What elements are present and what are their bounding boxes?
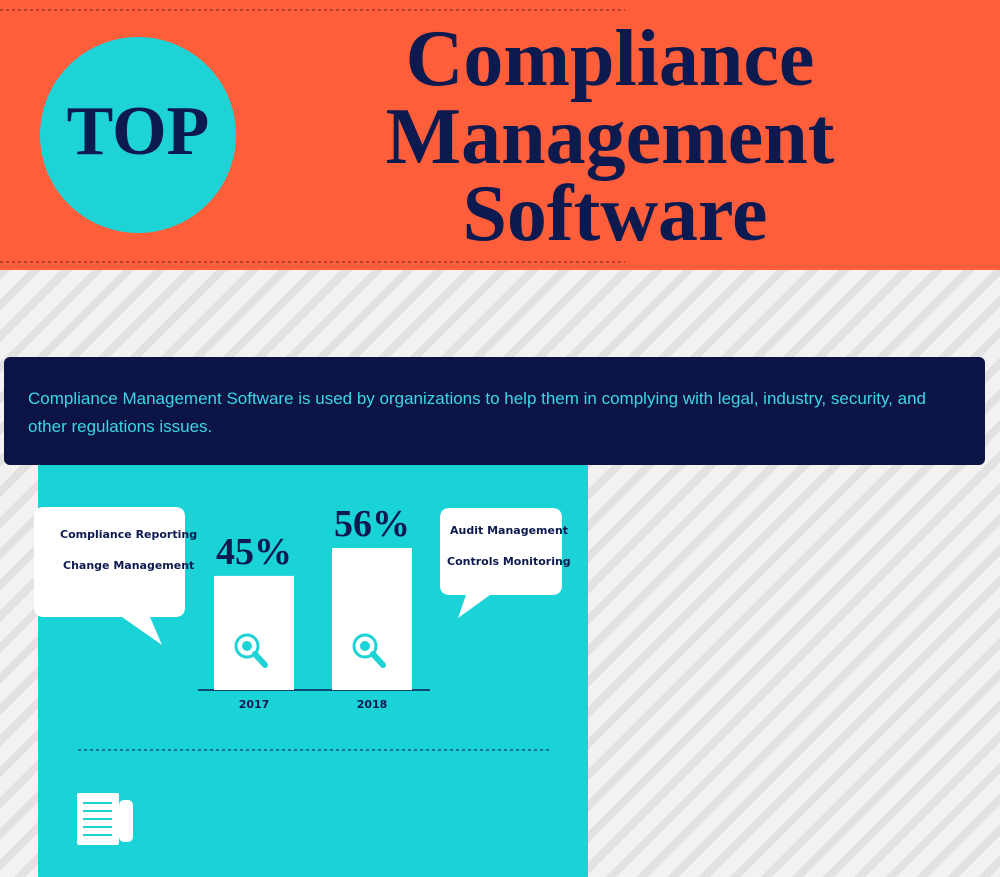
bar bbox=[332, 548, 412, 690]
magnifier-icon bbox=[352, 633, 386, 668]
badge-circle bbox=[40, 37, 236, 233]
document-icon bbox=[77, 793, 133, 845]
magnifier-icon bbox=[234, 633, 268, 668]
lens bbox=[352, 633, 378, 659]
bar-group: 45% 2017 56% 2018 bbox=[214, 503, 412, 711]
pupil bbox=[242, 641, 252, 651]
pupil bbox=[360, 641, 370, 651]
speech-bubble bbox=[440, 508, 562, 618]
callout-label: Audit Management bbox=[450, 524, 568, 537]
bar bbox=[214, 575, 294, 690]
title: Compliance bbox=[406, 15, 815, 103]
handle bbox=[370, 651, 386, 668]
callout-label: Compliance Reporting bbox=[60, 528, 197, 541]
callout-label: Change Management bbox=[63, 559, 194, 572]
speech-bubble bbox=[34, 507, 185, 645]
title: Software bbox=[462, 170, 767, 258]
x-tick-label: 2017 bbox=[239, 698, 270, 711]
title: Management bbox=[386, 93, 835, 181]
handle bbox=[252, 651, 268, 668]
badge-text: TOP bbox=[67, 93, 210, 170]
lens bbox=[234, 633, 260, 659]
x-tick-label: 2018 bbox=[357, 698, 388, 711]
value-label: 45% bbox=[216, 531, 292, 573]
intro-text: Compliance Management Software is used b… bbox=[4, 357, 985, 465]
callout-label: Controls Monitoring bbox=[447, 555, 571, 568]
value-label: 56% bbox=[334, 503, 410, 545]
